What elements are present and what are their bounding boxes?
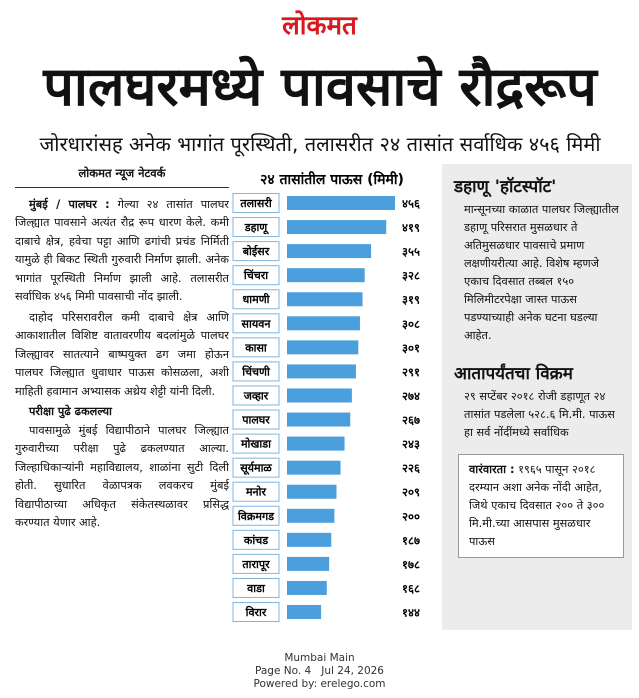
label-box: [232, 602, 280, 623]
edition: Mumbai Main: [284, 652, 355, 664]
paragraph: पावसामुळे मुंबई विद्यापीठाने पालघर जिल्ह…: [15, 423, 229, 530]
bar: [287, 316, 360, 331]
label-box: [232, 385, 280, 406]
label-box: [232, 481, 280, 502]
sidebar: डहाणू 'हॉटस्पॉट' मान्सूनच्या काळात पालघर…: [442, 164, 632, 630]
article: लोकमत न्यूज नेटवर्क मुंबई / पालघर : गेल्…: [15, 164, 229, 634]
subhead: परीक्षा पुढे ढकलल्या: [29, 405, 112, 418]
bar: [287, 364, 356, 379]
bar: [287, 484, 337, 499]
page-date: Page No. 4 Jul 24, 2026: [255, 665, 384, 677]
value-label: १७८: [402, 557, 420, 571]
chart-title: २४ तासांतील पाऊस (मिमी): [260, 171, 404, 188]
value-label: १८७: [402, 533, 420, 547]
bar: [287, 508, 335, 523]
label-box: [232, 193, 280, 213]
powered-by: Powered by: erelego.com: [253, 678, 386, 690]
note-label: वारंवारता :: [469, 463, 515, 476]
category-label: चिंचरा: [243, 268, 269, 282]
label-box: [232, 313, 280, 334]
category-label: तलासरी: [239, 196, 273, 210]
category-label: तारापूर: [241, 558, 270, 572]
category-label: पालघर: [241, 414, 270, 427]
label-box: [232, 505, 280, 526]
category-label: जव्हार: [243, 389, 269, 402]
label-box: [232, 577, 280, 598]
paragraph: दाहोद परिसरावरील कमी दाबाचे क्षेत्र आणि …: [15, 310, 229, 398]
category-label: वाडा: [246, 582, 266, 595]
category-label: चिंचणी: [241, 364, 271, 378]
paragraph: मुंबई / पालघर : गेल्या २४ तासांत पालघर ज…: [15, 196, 229, 307]
bar: [287, 388, 352, 403]
bar: [287, 436, 345, 451]
category-label: मनोर: [245, 485, 267, 499]
label-box: [232, 241, 280, 262]
byline: लोकमत न्यूज नेटवर्क: [15, 164, 229, 188]
subheadline: जोरधारांसह अनेक भागांत पूरस्थिती, तलासरी…: [39, 132, 601, 156]
value-label: २७४: [402, 389, 420, 403]
value-label: २९१: [402, 365, 420, 379]
masthead: लोकमत: [282, 11, 357, 41]
sidebar-heading: आतापर्यंतचा विक्रम: [454, 364, 573, 384]
bar: [287, 412, 351, 427]
label-box: [232, 553, 280, 574]
sidebar-text: मान्सूनच्या काळात पालघर जिल्ह्यातील डहाण…: [464, 203, 619, 342]
value-label: ३१९: [402, 293, 420, 307]
bar: [287, 580, 327, 595]
label-box: [232, 433, 280, 454]
label-box: [232, 217, 280, 238]
category-label: विरार: [245, 605, 267, 619]
value-label: १४४: [402, 606, 420, 620]
value-label: २०९: [402, 485, 420, 499]
sidebar-heading: डहाणू 'हॉटस्पॉट': [454, 177, 557, 197]
bar: [287, 244, 372, 259]
label-box: [232, 361, 280, 382]
bar: [287, 605, 322, 620]
category-label: कांचड: [243, 534, 269, 547]
category-label: कासा: [244, 341, 268, 354]
value-label: ३२८: [402, 269, 420, 283]
bar: [287, 532, 332, 547]
text: गेल्या २४ तासांत पालघर जिल्ह्यात पावसाने…: [15, 197, 229, 304]
note-box: वारंवारता : १९६५ पासून २०१८ दरम्यान अशा …: [458, 454, 624, 558]
note-text: १९६५ पासून २०१८ दरम्यान अशा अनेक नोंदी आ…: [469, 463, 605, 548]
label-box: [232, 265, 280, 286]
label-box: [232, 529, 280, 550]
value-label: २००: [402, 509, 420, 523]
category-label: धामणी: [243, 292, 271, 306]
label-box: [232, 289, 280, 310]
category-label: डहाणू: [244, 221, 270, 235]
value-label: ३५५: [402, 245, 420, 259]
label-box: [232, 409, 280, 430]
category-label: विक्रमगड: [237, 509, 275, 523]
bar: [287, 220, 387, 235]
bar: [287, 556, 330, 571]
value-label: २६७: [402, 413, 420, 427]
bar: [287, 460, 341, 475]
category-label: मोखाडा: [240, 437, 272, 451]
label-box: [232, 337, 280, 358]
value-label: ४५६: [402, 197, 420, 211]
sidebar-text: २९ सप्टेंबर २०१८ रोजी डहाणूत २४ तासांत प…: [464, 390, 615, 439]
value-label: १६८: [402, 581, 420, 595]
category-label: सूर्यमाळ: [239, 461, 272, 476]
value-label: ३०१: [402, 341, 420, 355]
bar: [287, 340, 359, 355]
category-label: बोईसर: [242, 244, 270, 258]
footer: Mumbai Main Page No. 4 Jul 24, 2026 Powe…: [0, 652, 639, 691]
dateline: मुंबई / पालघर :: [29, 197, 110, 211]
chart: २४ तासांतील पाऊस (मिमी) तलासरी ४५६ डहाणू ४१…: [232, 171, 420, 623]
value-label: ४१९: [402, 221, 420, 235]
category-label: सायवन: [241, 317, 272, 330]
label-box: [232, 457, 280, 478]
value-label: ३०८: [402, 317, 420, 331]
headline: पालघरमध्ये पावसाचे रौद्ररूप: [43, 55, 597, 118]
bar: [287, 196, 395, 210]
value-label: २२६: [402, 461, 420, 475]
bar: [287, 268, 365, 283]
value-label: २४३: [402, 437, 420, 451]
bar: [287, 292, 363, 307]
